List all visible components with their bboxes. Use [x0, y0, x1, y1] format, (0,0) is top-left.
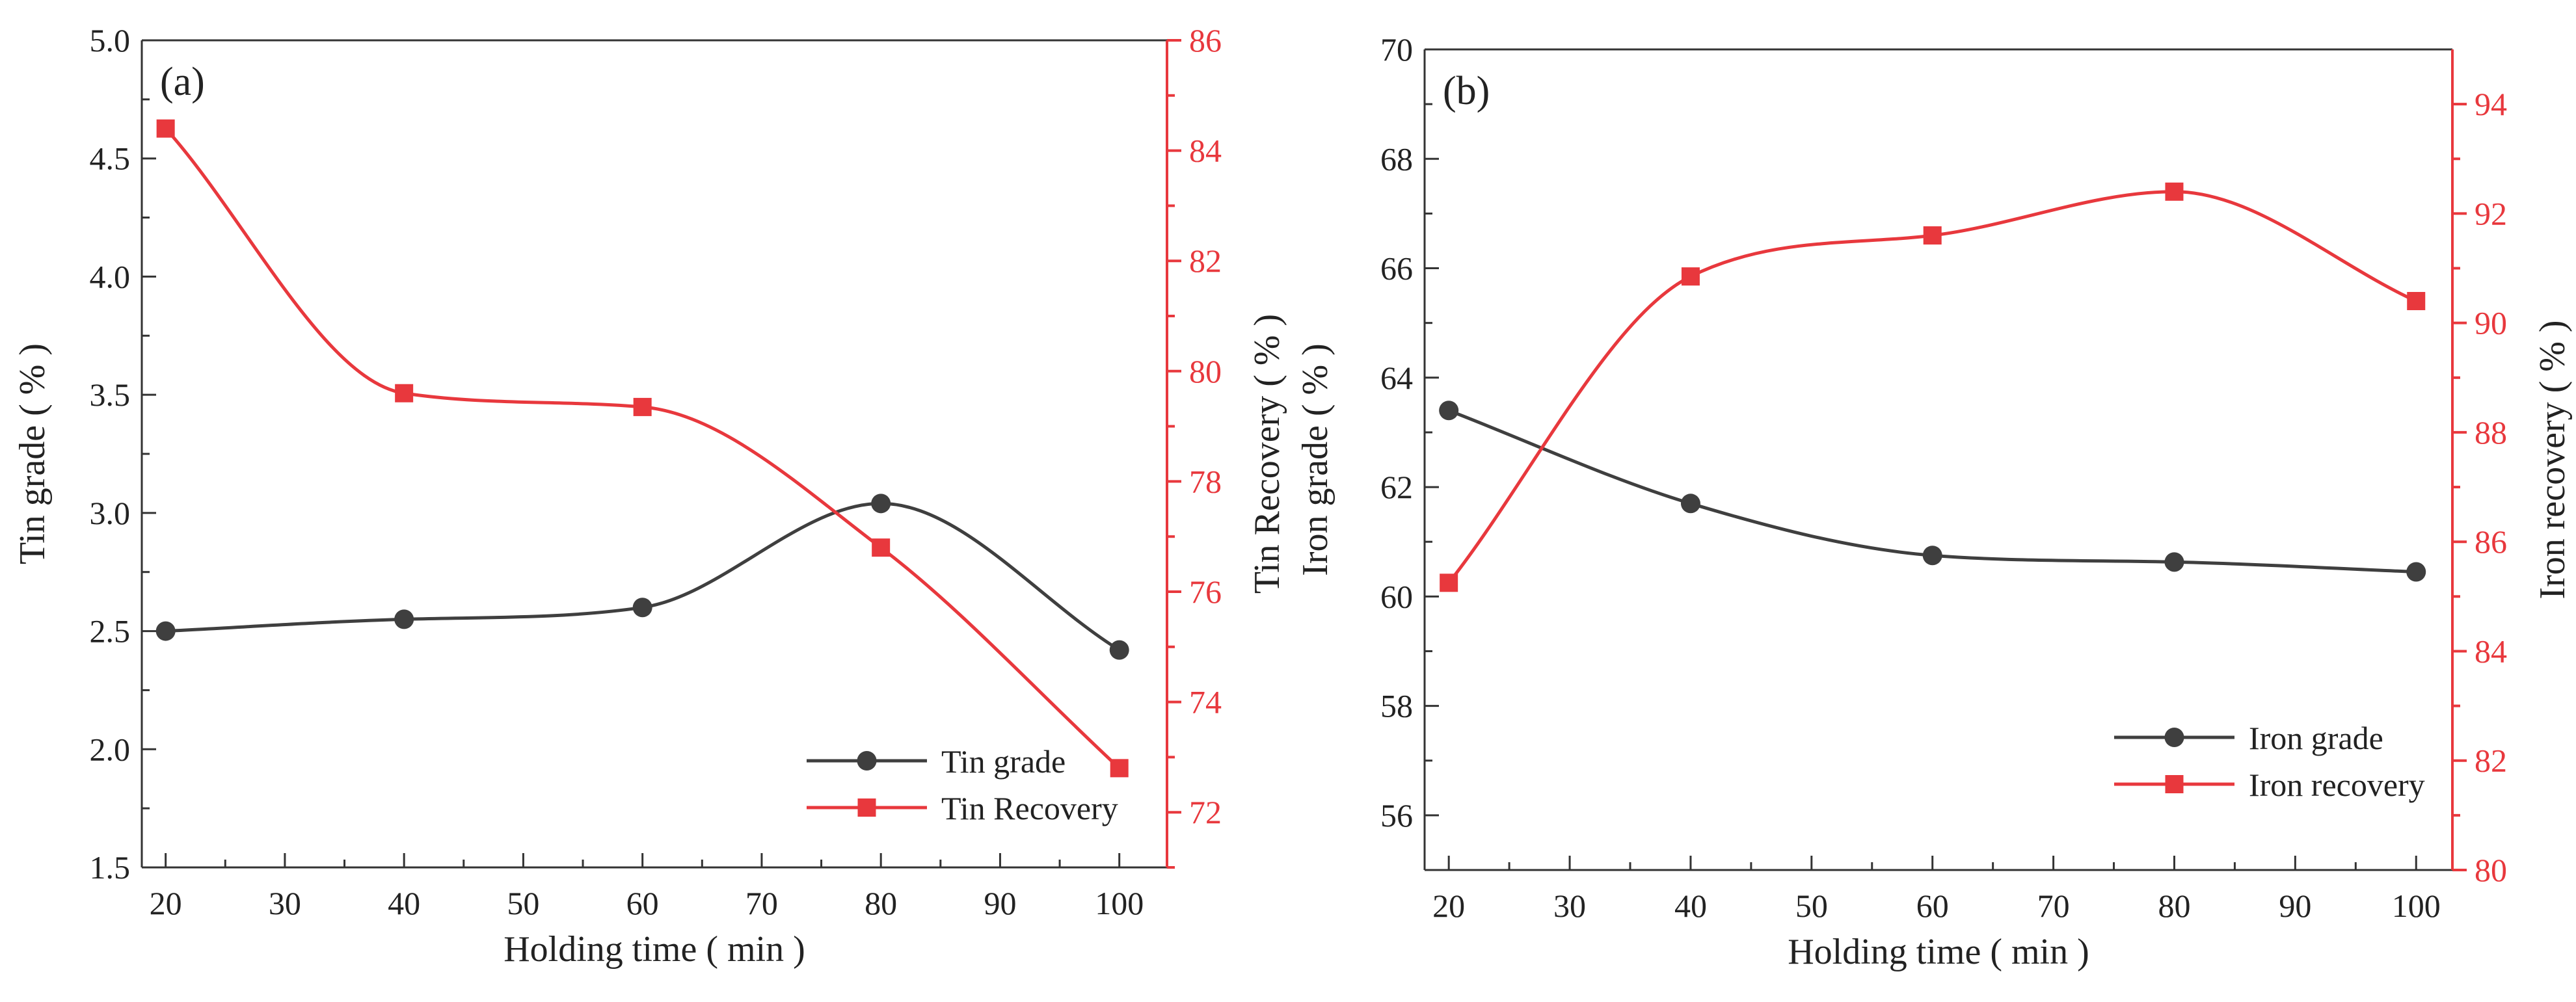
x-tick-label: 70 — [2037, 888, 2070, 924]
x-tick-label: 90 — [2279, 888, 2311, 924]
legend-label: Tin Recovery — [941, 790, 1118, 826]
y-left-tick-label: 70 — [1380, 31, 1413, 68]
data-point-circle — [1680, 494, 1700, 514]
series-line — [1447, 190, 2417, 584]
legend-label: Tin grade — [941, 743, 1066, 780]
data-point-square — [633, 397, 652, 416]
data-point-circle — [1922, 546, 1942, 566]
y-right-tick-label: 74 — [1189, 684, 1222, 720]
y-right-tick-label: 76 — [1189, 574, 1222, 610]
y-right-tick-label: 86 — [1189, 22, 1222, 59]
x-axis-label: Holding time ( min ) — [1788, 932, 2089, 972]
y-left-tick-label: 2.0 — [90, 731, 131, 767]
data-point-circle — [632, 598, 652, 618]
x-tick-label: 40 — [1674, 888, 1707, 924]
y-right-tick-label: 92 — [2475, 195, 2507, 231]
y-left-axis-label: Tin grade ( % ) — [12, 343, 53, 564]
data-point-square — [872, 538, 891, 557]
data-point-square — [1440, 574, 1458, 592]
x-tick-label: 90 — [984, 885, 1016, 921]
data-point-square — [1681, 267, 1700, 286]
x-tick-label: 20 — [1432, 888, 1465, 924]
y-left-tick-label: 3.5 — [90, 376, 131, 413]
y-left-tick-label: 66 — [1380, 250, 1413, 287]
data-point-circle — [1109, 640, 1129, 660]
data-point-circle — [871, 494, 891, 514]
y-right-axis-label: Tin Recovery ( % ) — [1247, 314, 1287, 594]
y-right-tick-label: 90 — [2475, 305, 2507, 341]
x-tick-label: 60 — [1916, 888, 1949, 924]
y-left-tick-label: 68 — [1380, 140, 1413, 177]
data-point-square — [156, 119, 175, 138]
x-tick-label: 60 — [626, 885, 659, 921]
data-point-square — [1923, 226, 1942, 245]
x-tick-label: 50 — [507, 885, 539, 921]
legend-marker-circle — [857, 751, 877, 771]
y-right-tick-label: 80 — [1189, 353, 1222, 389]
legend: Iron grade Iron recovery — [2114, 720, 2425, 803]
x-tick-label: 70 — [745, 885, 778, 921]
data-point-circle — [155, 621, 176, 641]
x-tick-label: 20 — [150, 885, 182, 921]
data-point-square — [2165, 182, 2184, 201]
y-right-tick-label: 94 — [2475, 86, 2507, 122]
y-right-tick-label: 86 — [2475, 523, 2507, 560]
series-tin-recovery — [156, 119, 1129, 778]
y-right-tick-label: 84 — [1189, 133, 1222, 169]
y-left-tick-label: 56 — [1380, 797, 1413, 834]
series-iron-recovery — [1440, 182, 2426, 592]
x-tick-label: 80 — [2158, 888, 2190, 924]
y-left-tick-label: 4.5 — [90, 140, 131, 177]
y-left-tick-label: 2.5 — [90, 613, 131, 650]
x-tick-label: 100 — [1095, 885, 1144, 921]
chart-panel-b: 20 30 40 50 60 70 80 90 100 Holding time ( min ) 5… — [1295, 31, 2573, 972]
data-point-circle — [1439, 401, 1459, 421]
legend-marker-square — [857, 798, 876, 817]
legend-label: Iron grade — [2249, 720, 2383, 756]
y-left-tick-label: 62 — [1380, 469, 1413, 505]
data-point-circle — [2406, 562, 2426, 582]
y-left-tick-label: 60 — [1380, 578, 1413, 614]
series-line — [164, 127, 1121, 770]
legend: Tin grade Tin Recovery — [807, 743, 1118, 826]
y-right-axis-label: Iron recovery ( % ) — [2532, 320, 2573, 599]
x-axis-label: Holding time ( min ) — [503, 929, 805, 969]
data-point-square — [1110, 759, 1129, 778]
y-left-tick-label: 1.5 — [90, 849, 131, 886]
y-left-tick-label: 3.0 — [90, 495, 131, 531]
y-right-tick-label: 84 — [2475, 633, 2507, 669]
legend-marker-square — [2165, 775, 2184, 793]
chart-panel-a: 20 30 40 50 60 70 80 90 100 Holding time ( min ) 1… — [12, 22, 1287, 969]
x-tick-label: 30 — [269, 885, 301, 921]
legend-label: Iron recovery — [2249, 767, 2425, 803]
y-left-tick-label: 58 — [1380, 688, 1413, 724]
x-tick-label: 100 — [2392, 888, 2441, 924]
series-tin-grade — [155, 494, 1129, 660]
x-tick-label: 40 — [388, 885, 420, 921]
panel-label: (b) — [1443, 69, 1490, 113]
y-left-tick-label: 5.0 — [90, 22, 131, 59]
legend-marker-circle — [2164, 728, 2184, 747]
data-point-square — [2407, 292, 2426, 311]
y-right-tick-label: 80 — [2475, 852, 2507, 888]
x-tick-label: 80 — [865, 885, 897, 921]
y-left-tick-label: 4.0 — [90, 258, 131, 295]
x-tick-label: 50 — [1795, 888, 1828, 924]
data-point-square — [395, 384, 414, 402]
y-right-tick-label: 72 — [1189, 794, 1222, 830]
y-right-tick-label: 82 — [2475, 743, 2507, 779]
y-left-tick-label: 64 — [1380, 360, 1413, 396]
data-point-circle — [394, 609, 414, 629]
x-tick-label: 30 — [1553, 888, 1586, 924]
series-iron-grade — [1439, 401, 2426, 582]
y-right-tick-label: 78 — [1189, 463, 1222, 499]
y-left-axis-label: Iron grade ( % ) — [1295, 343, 1335, 576]
panel-label: (a) — [160, 60, 205, 104]
y-right-tick-label: 88 — [2475, 414, 2507, 451]
y-right-tick-label: 82 — [1189, 243, 1222, 279]
data-point-circle — [2164, 552, 2184, 572]
